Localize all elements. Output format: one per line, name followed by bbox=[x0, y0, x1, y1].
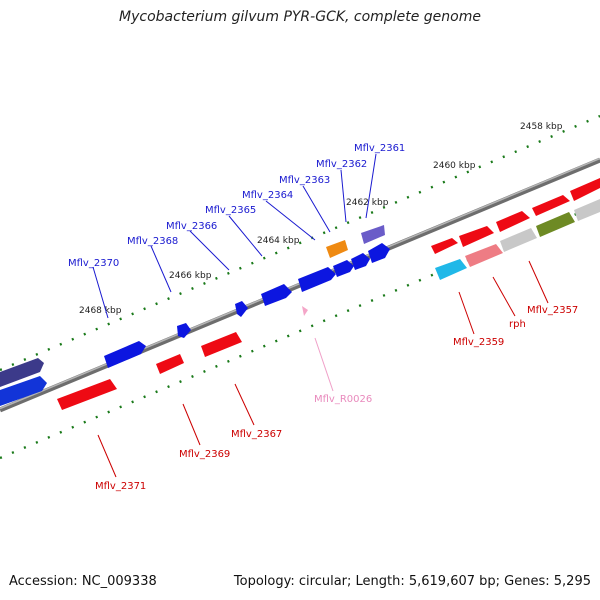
gene-label: Mflv_2363 bbox=[279, 175, 330, 186]
kbp-label: 2468 kbp bbox=[79, 306, 122, 316]
kbp-label: 2464 kbp bbox=[257, 236, 300, 246]
gene-label: Mflv_2370 bbox=[68, 258, 119, 269]
gene-arrow bbox=[532, 195, 570, 216]
gene-arrow bbox=[0, 376, 47, 406]
gene-arrow bbox=[496, 211, 530, 232]
bottom-label-leaders bbox=[97, 260, 549, 478]
gene-arrow bbox=[536, 212, 575, 237]
gene-label: Mflv_2366 bbox=[166, 221, 217, 232]
gene-label: Mflv_R0026 bbox=[314, 394, 372, 405]
gene-label: Mflv_2357 bbox=[527, 305, 578, 316]
accession-text: Accession: NC_009338 bbox=[9, 574, 157, 589]
kbp-label: 2458 kbp bbox=[520, 122, 563, 132]
forward-genes bbox=[0, 178, 600, 406]
gene-label: Mflv_2362 bbox=[316, 159, 367, 170]
gene-arrow bbox=[333, 260, 354, 277]
gene-arrow bbox=[435, 259, 467, 280]
gene-arrow bbox=[302, 306, 308, 316]
gene-label: Mflv_2365 bbox=[205, 205, 256, 216]
gene-label: Mflv_2361 bbox=[354, 143, 405, 154]
gene-arrow bbox=[261, 284, 292, 306]
gene-label: Mflv_2367 bbox=[231, 429, 282, 440]
gene-arrow bbox=[361, 225, 385, 244]
gene-label: Mflv_2364 bbox=[242, 190, 293, 201]
gene-arrow bbox=[459, 226, 494, 247]
gene-arrow bbox=[431, 238, 458, 254]
gene-arrow bbox=[201, 332, 242, 357]
outer-tick-track bbox=[0, 114, 600, 372]
gene-arrow bbox=[177, 323, 191, 338]
gene-arrow bbox=[368, 243, 390, 263]
kbp-scale: 2458 kbp 2460 kbp 2462 kbp 2464 kbp 2466… bbox=[79, 122, 563, 316]
reverse-genes bbox=[57, 199, 600, 410]
gene-arrow bbox=[104, 341, 146, 368]
gene-arrow bbox=[574, 199, 600, 221]
gene-arrow bbox=[298, 267, 336, 292]
gene-label: rph bbox=[509, 319, 526, 330]
rna-leader bbox=[314, 337, 334, 392]
bottom-gene-labels: Mflv_2357 rph Mflv_2359 Mflv_R0026 Mflv_… bbox=[95, 305, 578, 492]
gene-label: Mflv_2359 bbox=[453, 337, 504, 348]
genome-summary-text: Topology: circular; Length: 5,619,607 bp… bbox=[233, 574, 591, 589]
gene-arrow bbox=[156, 354, 184, 374]
gene-label: Mflv_2368 bbox=[127, 236, 178, 247]
gene-arrow bbox=[500, 228, 537, 252]
gene-arrow bbox=[326, 240, 348, 258]
gene-arrow bbox=[235, 301, 248, 317]
gene-arrow bbox=[570, 178, 600, 201]
map-title: Mycobacterium gilvum PYR-GCK, complete g… bbox=[119, 9, 481, 25]
inner-tick-track bbox=[0, 202, 600, 460]
kbp-label: 2462 kbp bbox=[346, 198, 389, 208]
gene-arrow bbox=[351, 253, 370, 270]
gene-arrow bbox=[0, 358, 44, 387]
gene-arrow bbox=[465, 244, 503, 267]
gene-label: Mflv_2371 bbox=[95, 481, 146, 492]
kbp-label: 2466 kbp bbox=[169, 271, 212, 281]
gene-label: Mflv_2369 bbox=[179, 449, 230, 460]
gene-arrow bbox=[57, 379, 117, 410]
top-label-leaders bbox=[92, 153, 377, 319]
top-gene-labels: Mflv_2361 Mflv_2362 Mflv_2363 Mflv_2364 … bbox=[68, 143, 405, 269]
kbp-label: 2460 kbp bbox=[433, 161, 476, 171]
